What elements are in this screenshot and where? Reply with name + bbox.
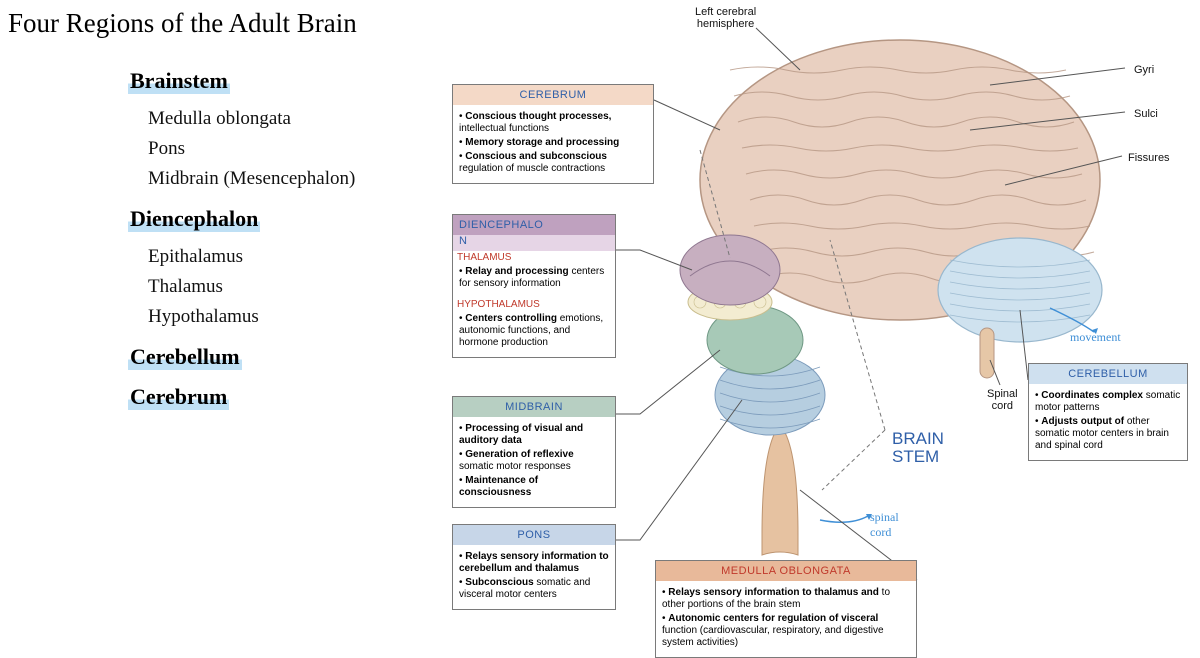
box-bullet: Conscious and subconscious regulation of… xyxy=(459,151,647,175)
box-bullet: Relays sensory information to thalamus a… xyxy=(662,587,910,611)
box-header-cont: N xyxy=(453,235,615,251)
box-bullet: Coordinates complex somatic motor patter… xyxy=(1035,390,1181,414)
label-sulci: Sulci xyxy=(1134,108,1158,120)
box-subheader: HYPOTHALAMUS xyxy=(453,298,615,311)
box-body: Processing of visual and auditory dataGe… xyxy=(453,417,615,507)
outline-item: Midbrain (Mesencephalon) xyxy=(148,168,428,190)
box-diencephalon: DIENCEPHALONTHALAMUS Relay and processing… xyxy=(452,214,616,358)
outline-item: Thalamus xyxy=(148,276,428,298)
label-gyri: Gyri xyxy=(1134,64,1154,76)
outline-item: Epithalamus xyxy=(148,246,428,268)
outline-heading: Cerebellum xyxy=(128,344,242,370)
label-fissures: Fissures xyxy=(1128,152,1170,164)
label-spinal-cord: Spinalcord xyxy=(987,388,1018,412)
box-bullet: Subconscious somatic and visceral motor … xyxy=(459,577,609,601)
box-bullet: Autonomic centers for regulation of visc… xyxy=(662,613,910,649)
box-body: Relay and processing centers for sensory… xyxy=(453,266,615,298)
outline-heading: Brainstem xyxy=(128,68,230,94)
box-header: DIENCEPHALO xyxy=(453,215,615,235)
handwriting-spinal: spinalcord xyxy=(870,510,899,540)
box-bullet: Centers controlling emotions, autonomic … xyxy=(459,313,609,349)
box-subheader: THALAMUS xyxy=(453,251,615,264)
box-header: MEDULLA OBLONGATA xyxy=(656,561,916,581)
box-body: Relays sensory information to thalamus a… xyxy=(656,581,916,657)
box-body: Coordinates complex somatic motor patter… xyxy=(1029,384,1187,460)
outline-column: Brainstem Medulla oblongata Pons Midbrain (… xyxy=(128,60,428,416)
page-title: Four Regions of the Adult Brain xyxy=(8,8,357,39)
box-midbrain: MIDBRAINProcessing of visual and auditor… xyxy=(452,396,616,508)
box-cerebrum: CEREBRUM Conscious thought processes, int… xyxy=(452,84,654,184)
box-bullet: Relay and processing centers for sensory… xyxy=(459,266,609,290)
box-header: CEREBRUM xyxy=(453,85,653,105)
box-bullet: Processing of visual and auditory data xyxy=(459,423,609,447)
outline-item: Pons xyxy=(148,138,428,160)
box-cerebellum: CEREBELLUM Coordinates complex somatic mo… xyxy=(1028,363,1188,461)
outline-heading: Cerebrum xyxy=(128,384,229,410)
box-body: Conscious thought processes, intellectua… xyxy=(453,105,653,183)
handwriting-movement: movement xyxy=(1070,330,1121,345)
box-pons: PONS Relays sensory information to cerebe… xyxy=(452,524,616,610)
box-bullet: Adjusts output of other somatic motor ce… xyxy=(1035,416,1181,452)
outline-heading: Diencephalon xyxy=(128,206,260,232)
box-body: Centers controlling emotions, autonomic … xyxy=(453,313,615,357)
outline-item: Medulla oblongata xyxy=(148,108,428,130)
box-medulla: MEDULLA OBLONGATA Relays sensory informat… xyxy=(655,560,917,658)
box-header: MIDBRAIN xyxy=(453,397,615,417)
box-header: PONS xyxy=(453,525,615,545)
box-bullet: Relays sensory information to cerebellum… xyxy=(459,551,609,575)
label-brain-stem: BRAINSTEM xyxy=(892,430,944,466)
box-body: Relays sensory information to cerebellum… xyxy=(453,545,615,609)
box-bullet: Generation of reflexive somatic motor re… xyxy=(459,449,609,473)
label-left-hemisphere: Left cerebralhemisphere xyxy=(695,6,756,30)
box-header: CEREBELLUM xyxy=(1029,364,1187,384)
outline-item: Hypothalamus xyxy=(148,306,428,328)
box-bullet: Maintenance of consciousness xyxy=(459,475,609,499)
box-bullet: Memory storage and processing xyxy=(459,137,647,149)
box-bullet: Conscious thought processes, intellectua… xyxy=(459,111,647,135)
